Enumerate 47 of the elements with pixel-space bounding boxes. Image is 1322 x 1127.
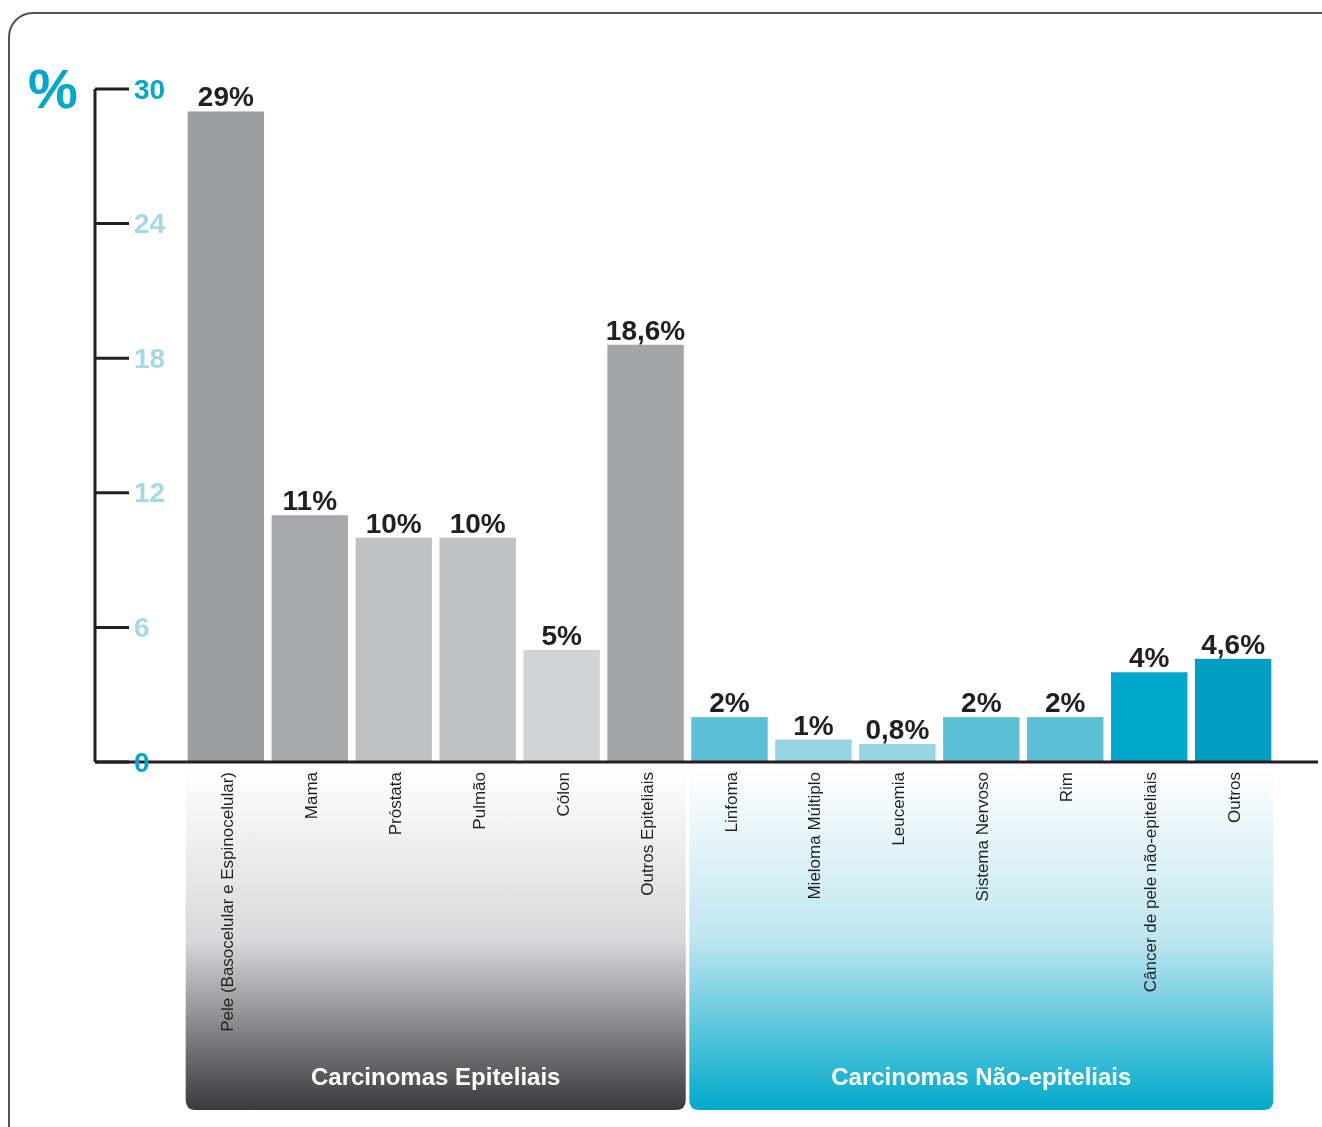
x-tick-label: Mieloma Múltiplo	[805, 772, 825, 900]
text: Carcinomas Epiteliais	[311, 1063, 561, 1090]
bar	[355, 537, 432, 762]
data-label: 4,6%	[1201, 628, 1266, 660]
x-tick-label: Sistema Nervoso	[973, 772, 993, 902]
text: Carcinomas Não-epiteliais	[831, 1063, 1132, 1090]
bar	[439, 537, 516, 762]
data-label: 2%	[1045, 687, 1086, 719]
data-label: 29%	[197, 81, 254, 113]
x-tick-label: Cólon	[553, 772, 573, 817]
bar	[943, 717, 1020, 762]
data-label: 2%	[709, 687, 750, 719]
y-axis-title: %	[28, 57, 78, 120]
bar	[1027, 717, 1104, 762]
y-tick-label: 30	[134, 73, 166, 105]
bar	[523, 649, 600, 762]
data-label: 18,6%	[605, 314, 686, 346]
bar	[1111, 672, 1188, 762]
bar	[775, 739, 852, 762]
data-label: 1%	[793, 709, 834, 741]
x-tick-label: Leucemia	[889, 771, 909, 846]
data-label: 4%	[1128, 642, 1170, 674]
y-tick-label: 6	[134, 611, 150, 643]
x-tick-label: Pele (Basocelular e Espinocelular)	[217, 772, 237, 1032]
y-tick-label: 12	[134, 477, 166, 509]
data-label: 11%	[282, 485, 338, 517]
x-tick-label: Próstata	[385, 771, 405, 836]
data-label: 2%	[961, 687, 1002, 719]
bar	[607, 344, 684, 762]
x-tick-label: Mama	[301, 771, 321, 820]
x-tick-label: Linfoma	[721, 771, 741, 833]
y-tick-label: 18	[134, 342, 166, 374]
x-tick-label: Outros	[1225, 772, 1245, 824]
bar	[1194, 658, 1272, 762]
bar	[271, 515, 348, 762]
bar	[691, 717, 768, 762]
bar	[187, 111, 265, 762]
bar	[859, 744, 936, 762]
x-tick-label: Rim	[1057, 772, 1077, 803]
x-tick-label: Outros Epiteliais	[637, 772, 657, 896]
data-label: 10%	[449, 507, 506, 539]
x-tick-label: Câncer de pele não-epiteliais	[1141, 772, 1161, 993]
y-tick-label: 24	[134, 208, 166, 240]
data-label: 10%	[365, 507, 422, 539]
x-tick-label: Pulmão	[469, 772, 489, 830]
data-label: 5%	[541, 619, 582, 651]
data-label: 0,8%	[865, 714, 930, 746]
